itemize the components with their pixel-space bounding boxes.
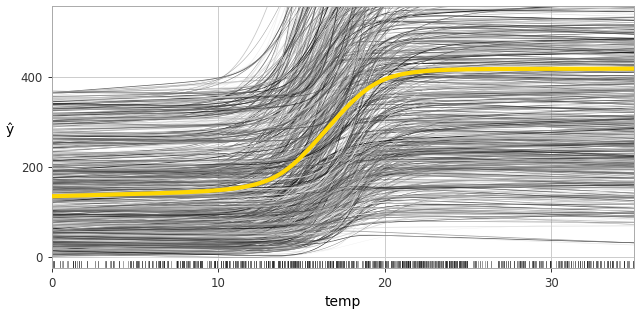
Y-axis label: ŷ: ŷ <box>6 122 14 137</box>
X-axis label: temp: temp <box>325 295 362 309</box>
